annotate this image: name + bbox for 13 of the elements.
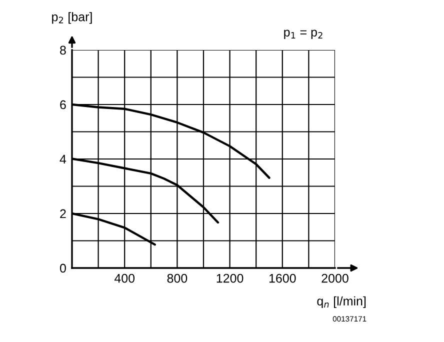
y-tick-label: 8 — [60, 46, 66, 55]
x-axis-title: q$_{n}$ [l/min] — [317, 296, 366, 308]
y-tick-label: 0 — [60, 264, 66, 273]
text: p$_{1}$ = p$_{2}$ — [284, 30, 322, 40]
y-tick-label: 4 — [60, 154, 66, 164]
y-tick-label: 6 — [60, 100, 66, 110]
x-tick-label: 1600 — [269, 274, 296, 283]
y-tick-label: 2 — [60, 209, 66, 218]
x-tick-label: 800 — [167, 274, 188, 283]
x-tick-label: 1200 — [216, 274, 244, 283]
x-tick-label: 400 — [114, 274, 135, 283]
y-axis-title: p$_{2}$ [bar] — [52, 12, 92, 24]
x-tick-label: 2000 — [322, 274, 348, 283]
